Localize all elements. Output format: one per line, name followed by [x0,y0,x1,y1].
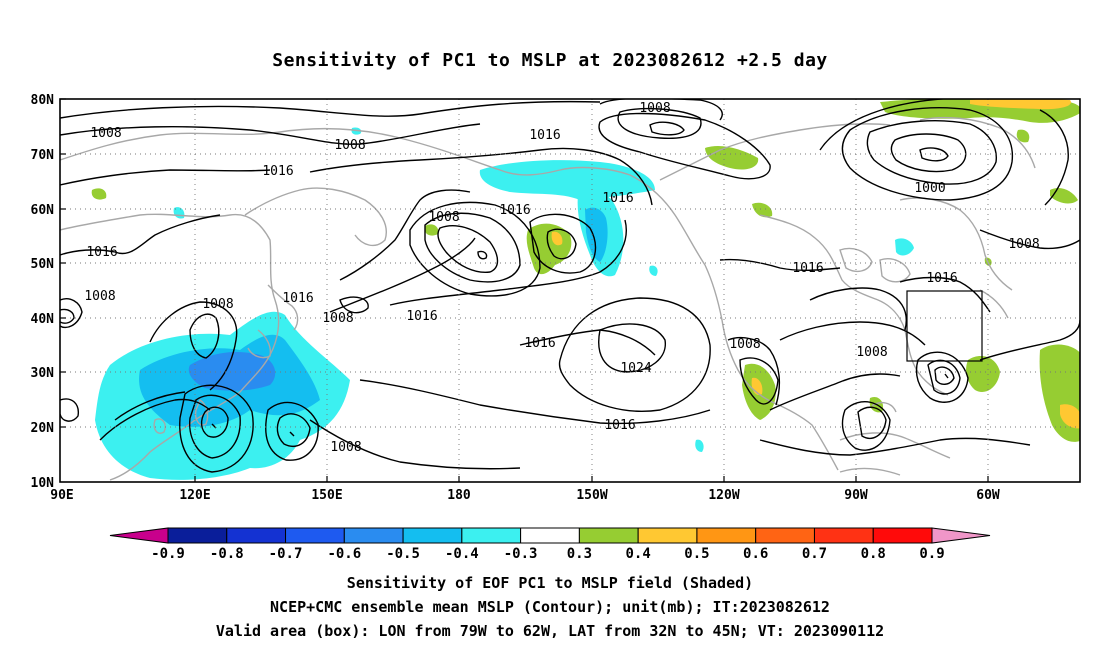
colorbar-swatch [226,527,287,544]
sensitivity-shading-positive [91,99,1080,442]
colorbar-tick-label: 0.8 [861,546,886,562]
lat-label-50n: 50N [31,257,55,272]
colorbar-tick-label: -0.7 [269,546,303,562]
isobar-label-1008-n: 1008 [334,138,365,153]
contour-labels: 1008 1008 1008 1016 1016 1016 1016 1008 … [84,101,1039,455]
isobar-label-1016-c: 1016 [499,203,530,218]
figure-title: Sensitivity of PC1 to MSLP at 2023082612… [272,50,828,71]
isobar-label-1008-mid: 1008 [428,210,459,225]
isobar-label-1008-k: 1008 [856,345,887,360]
colorbar-swatch [167,527,228,544]
lat-label-20n: 20N [31,421,55,436]
isobar-label-1016-d: 1016 [602,191,633,206]
map-frame [59,98,1081,483]
colorbar-arrow-low [109,527,169,544]
gridlines [60,99,1080,482]
colorbar-swatch [872,527,933,544]
isobar-label-1016-g: 1016 [406,309,437,324]
isobar-label-1016-i: 1016 [792,261,823,276]
isobar-label-1008-i: 1008 [729,337,760,352]
colorbar-tick-label: 0.7 [802,546,827,562]
lon-label-180: 180 [447,488,471,503]
coastlines [60,116,1036,481]
axis-ticks [60,98,989,482]
lat-label-80n: 80N [31,93,55,108]
colorbar-tick-label: -0.3 [504,546,538,562]
colorbar-arrow-high [931,527,991,544]
sensitivity-shading-negative [95,127,914,480]
lat-label-30n: 30N [31,366,55,381]
isobar-label-1008-top: 1008 [639,101,670,116]
isobar-label-1016-h: 1016 [524,336,555,351]
isobar-label-1008-h: 1008 [322,311,353,326]
isobar-label-1024: 1024 [620,361,651,376]
caption-shading: Sensitivity of EOF PC1 to MSLP field (Sh… [346,574,754,592]
isobar-label-1008-nw: 1008 [90,126,121,141]
lon-label-150e: 150E [311,488,342,503]
isobar-label-1008-m: 1008 [84,289,115,304]
caption-valid-area: Valid area (box): LON from 79W to 62W, L… [215,622,885,640]
colorbar-tick-label: -0.9 [151,546,185,562]
colorbar-swatch [343,527,404,544]
mslp-contours [60,99,1080,473]
colorbar-tick-label: -0.5 [386,546,420,562]
colorbar-tick-label: 0.3 [567,546,592,562]
isobar-label-1016-k: 1016 [926,271,957,286]
lon-label-120e: 120E [179,488,210,503]
isobar-label-1016-b: 1016 [529,128,560,143]
isobar-label-1016-j: 1016 [604,418,635,433]
colorbar-tick-label: -0.6 [327,546,361,562]
isobar-label-1008-l: 1008 [1008,237,1039,252]
colorbar-swatch [696,527,757,544]
colorbar-swatch [813,527,874,544]
colorbar-swatch [637,527,698,544]
isobar-label-1016-a: 1016 [262,164,293,179]
colorbar-swatch [755,527,815,544]
lat-label-40n: 40N [31,312,55,327]
isobar-label-1008-j: 1008 [330,440,361,455]
lat-label-60n: 60N [31,203,55,218]
lat-label-10n: 10N [31,476,55,491]
colorbar-swatch [520,527,580,544]
isobar-label-1016-e: 1016 [86,245,117,260]
lon-label-90e: 90E [50,488,73,503]
lat-label-70n: 70N [31,148,55,163]
latitude-labels: 80N 70N 60N 50N 40N 30N 20N 10N [31,93,55,491]
lon-label-120w: 120W [708,488,739,503]
longitude-labels: 90E 120E 150E 180 150W 120W 90W 60W [50,488,1000,503]
colorbar-tick-label: 0.9 [919,546,944,562]
colorbar-tick-label: -0.8 [210,546,244,562]
lon-label-60w: 60W [976,488,1000,503]
map-layer: 1008 1008 1008 1016 1016 1016 1016 1008 … [60,99,1080,482]
colorbar-swatch [285,527,345,544]
colorbar-swatch [402,527,463,544]
colorbar-tick-label: 0.6 [743,546,768,562]
isobar-label-1008-g: 1008 [202,297,233,312]
colorbar-tick-label: 0.5 [684,546,709,562]
valid-area-box [906,290,983,362]
lon-label-90w: 90W [844,488,868,503]
colorbar-tick-label: -0.4 [445,546,479,562]
colorbar-swatch [578,527,639,544]
isobar-label-1000: 1000 [914,181,945,196]
colorbar-tick-label: 0.4 [626,546,651,562]
caption-contour: NCEP+CMC ensemble mean MSLP (Contour); u… [270,598,830,616]
isobar-label-1016-f: 1016 [282,291,313,306]
colorbar-swatch [461,527,522,544]
lon-label-150w: 150W [576,488,607,503]
colorbar: -0.9 -0.8 -0.7 -0.6 -0.5 -0.4 -0.3 0.3 0.4 0.5 0.6… [109,527,991,562]
